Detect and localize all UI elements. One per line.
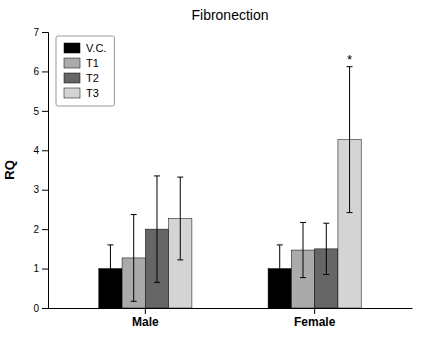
y-tick-label: 3 bbox=[33, 184, 39, 195]
legend: V.C. T1 T2 T3 bbox=[56, 36, 114, 106]
y-tick-mark bbox=[42, 150, 48, 151]
y-tick-mark bbox=[42, 111, 48, 112]
x-tick-mark bbox=[145, 308, 146, 314]
y-tick: 4 bbox=[33, 145, 48, 156]
x-axis: Male Female bbox=[49, 308, 413, 329]
legend-swatch bbox=[64, 73, 80, 83]
y-tick: 3 bbox=[33, 184, 48, 195]
error-bar bbox=[177, 177, 183, 260]
legend-label: V.C. bbox=[86, 42, 106, 54]
error-bar bbox=[323, 223, 329, 274]
y-tick-mark bbox=[42, 308, 48, 309]
legend-item: T3 bbox=[64, 87, 99, 99]
error-bar bbox=[154, 176, 160, 282]
legend-swatch bbox=[64, 43, 80, 53]
legend-swatch bbox=[64, 58, 80, 68]
y-tick-label: 1 bbox=[33, 263, 39, 274]
x-tick-mark bbox=[314, 308, 315, 314]
error-bar bbox=[300, 222, 306, 277]
y-tick-label: 5 bbox=[33, 106, 39, 117]
error-bar-line bbox=[154, 176, 160, 282]
error-bar bbox=[131, 215, 137, 302]
y-tick: 5 bbox=[33, 106, 48, 117]
y-tick-label: 4 bbox=[33, 145, 39, 156]
plot: 0 1 2 3 4 5 6 7 Male Female * V.C. T1 T2 T3 bbox=[33, 27, 412, 329]
x-axis-line bbox=[49, 308, 413, 309]
annotation: * bbox=[347, 52, 352, 67]
y-tick-mark bbox=[42, 229, 48, 230]
y-axis-title: RQ bbox=[2, 160, 17, 180]
error-bar-line bbox=[107, 245, 113, 292]
y-tick-mark bbox=[42, 269, 48, 270]
y-axis: 0 1 2 3 4 5 6 7 bbox=[33, 27, 48, 314]
error-bar-line bbox=[131, 215, 137, 302]
legend-box bbox=[56, 36, 114, 106]
y-tick: 7 bbox=[33, 27, 48, 38]
bars bbox=[99, 67, 361, 308]
error-bar bbox=[277, 245, 283, 292]
error-bar-line bbox=[300, 222, 306, 277]
error-bar bbox=[107, 245, 113, 292]
y-tick: 2 bbox=[33, 224, 48, 235]
y-tick-mark bbox=[42, 32, 48, 33]
error-bar bbox=[347, 67, 353, 213]
y-axis-line bbox=[42, 33, 49, 309]
error-bar-line bbox=[177, 177, 183, 260]
y-tick-mark bbox=[42, 71, 48, 72]
y-tick: 0 bbox=[33, 303, 48, 314]
legend-label: T2 bbox=[86, 72, 99, 84]
title: Fibronection bbox=[191, 7, 268, 23]
legend-label: T3 bbox=[86, 87, 99, 99]
x-tick: Male bbox=[132, 308, 159, 329]
legend-swatch bbox=[64, 88, 80, 98]
y-tick: 6 bbox=[33, 66, 48, 77]
legend-label: T1 bbox=[86, 57, 99, 69]
chart: 0 1 2 3 4 5 6 7 Male Female * V.C. T1 T2 T3 Fibronectio… bbox=[0, 0, 424, 338]
legend-item: V.C. bbox=[64, 42, 106, 54]
y-tick-label: 7 bbox=[33, 27, 39, 38]
legend-item: T1 bbox=[64, 57, 99, 69]
x-tick: Female bbox=[294, 308, 336, 329]
y-tick-mark bbox=[42, 190, 48, 191]
error-bar-line bbox=[347, 67, 353, 213]
y-tick-label: 6 bbox=[33, 66, 39, 77]
error-bar-line bbox=[323, 223, 329, 274]
y-tick-label: 2 bbox=[33, 224, 39, 235]
x-tick-label: Female bbox=[294, 315, 336, 329]
y-tick: 1 bbox=[33, 263, 48, 274]
error-bar-line bbox=[277, 245, 283, 292]
y-tick-label: 0 bbox=[33, 303, 39, 314]
x-tick-label: Male bbox=[132, 315, 159, 329]
legend-item: T2 bbox=[64, 72, 99, 84]
